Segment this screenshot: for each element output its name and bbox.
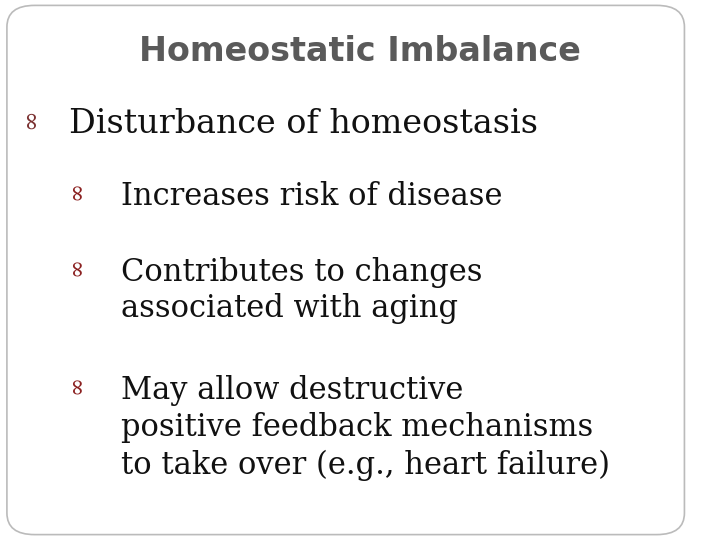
Text: Contributes to changes
associated with aging: Contributes to changes associated with a… xyxy=(121,256,482,325)
Text: Increases risk of disease: Increases risk of disease xyxy=(121,181,503,212)
Text: May allow destructive
positive feedback mechanisms
to take over (e.g., heart fai: May allow destructive positive feedback … xyxy=(121,375,610,481)
FancyBboxPatch shape xyxy=(7,5,685,535)
Text: Disturbance of homeostasis: Disturbance of homeostasis xyxy=(69,108,538,140)
Text: ∞: ∞ xyxy=(19,108,42,129)
Text: ∞: ∞ xyxy=(65,375,87,394)
Text: ∞: ∞ xyxy=(65,256,87,275)
Text: Homeostatic Imbalance: Homeostatic Imbalance xyxy=(138,35,580,68)
Text: ∞: ∞ xyxy=(65,181,87,200)
